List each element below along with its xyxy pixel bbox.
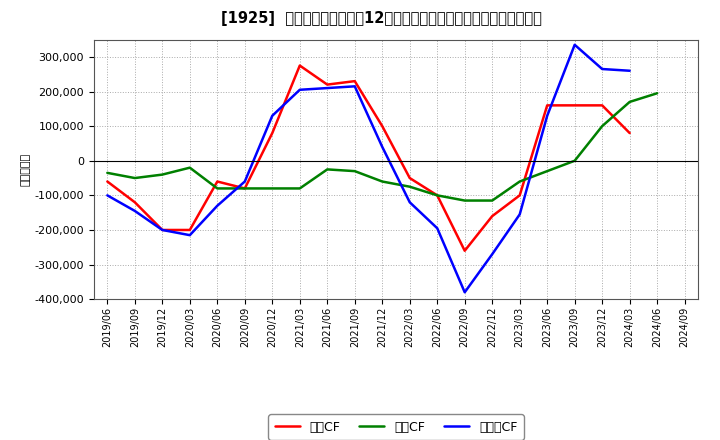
フリーCF xyxy=(626,68,634,73)
投資CF xyxy=(598,124,606,129)
フリーCF xyxy=(323,85,332,91)
営業CF xyxy=(186,227,194,233)
投資CF xyxy=(268,186,276,191)
営業CF xyxy=(405,176,414,181)
投資CF xyxy=(186,165,194,170)
投資CF xyxy=(158,172,166,177)
営業CF xyxy=(598,103,606,108)
フリーCF xyxy=(378,144,387,150)
投資CF xyxy=(516,179,524,184)
投資CF xyxy=(378,179,387,184)
営業CF xyxy=(378,124,387,129)
営業CF xyxy=(433,193,441,198)
投資CF xyxy=(240,186,249,191)
投資CF xyxy=(488,198,497,203)
フリーCF xyxy=(295,87,304,92)
フリーCF xyxy=(570,42,579,48)
営業CF xyxy=(351,78,359,84)
フリーCF xyxy=(543,113,552,118)
投資CF xyxy=(543,169,552,174)
フリーCF xyxy=(351,84,359,89)
営業CF xyxy=(626,130,634,136)
営業CF xyxy=(543,103,552,108)
営業CF xyxy=(130,200,139,205)
投資CF xyxy=(103,170,112,176)
営業CF xyxy=(570,103,579,108)
投資CF xyxy=(460,198,469,203)
Legend: 営業CF, 投資CF, フリーCF: 営業CF, 投資CF, フリーCF xyxy=(269,414,523,440)
投資CF xyxy=(351,169,359,174)
フリーCF xyxy=(433,226,441,231)
投資CF xyxy=(295,186,304,191)
営業CF xyxy=(213,179,222,184)
フリーCF xyxy=(488,252,497,257)
フリーCF xyxy=(158,227,166,233)
Line: 営業CF: 営業CF xyxy=(107,66,630,251)
フリーCF xyxy=(240,179,249,184)
フリーCF xyxy=(268,113,276,118)
営業CF xyxy=(295,63,304,68)
投資CF xyxy=(433,193,441,198)
営業CF xyxy=(103,179,112,184)
フリーCF xyxy=(598,66,606,72)
営業CF xyxy=(158,227,166,233)
投資CF xyxy=(626,99,634,105)
Line: 投資CF: 投資CF xyxy=(107,93,657,201)
フリーCF xyxy=(516,212,524,217)
投資CF xyxy=(213,186,222,191)
フリーCF xyxy=(103,193,112,198)
フリーCF xyxy=(186,232,194,238)
投資CF xyxy=(405,184,414,189)
営業CF xyxy=(460,248,469,253)
Text: [1925]  キャッシュフローの12か月移動合計の対前年同期増減額の推移: [1925] キャッシュフローの12か月移動合計の対前年同期増減額の推移 xyxy=(221,11,542,26)
投資CF xyxy=(323,167,332,172)
フリーCF xyxy=(460,290,469,295)
Y-axis label: （百万円）: （百万円） xyxy=(20,153,30,186)
フリーCF xyxy=(405,200,414,205)
投資CF xyxy=(570,158,579,163)
Line: フリーCF: フリーCF xyxy=(107,45,630,292)
営業CF xyxy=(323,82,332,87)
投資CF xyxy=(653,91,662,96)
フリーCF xyxy=(130,208,139,213)
営業CF xyxy=(516,193,524,198)
投資CF xyxy=(130,176,139,181)
営業CF xyxy=(240,186,249,191)
営業CF xyxy=(488,213,497,219)
フリーCF xyxy=(213,203,222,209)
営業CF xyxy=(268,130,276,136)
